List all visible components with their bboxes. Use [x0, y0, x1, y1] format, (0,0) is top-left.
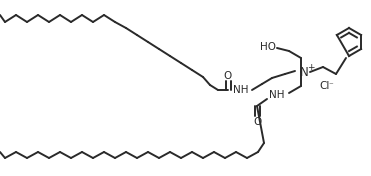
Text: O: O [224, 71, 232, 81]
Text: NH: NH [269, 90, 285, 100]
Text: N: N [300, 65, 308, 78]
Text: O: O [253, 117, 261, 127]
Text: HO: HO [260, 42, 276, 52]
Text: ⁻: ⁻ [329, 81, 334, 90]
Text: NH: NH [233, 85, 249, 95]
Text: +: + [307, 64, 315, 73]
Text: Cl: Cl [319, 81, 329, 91]
